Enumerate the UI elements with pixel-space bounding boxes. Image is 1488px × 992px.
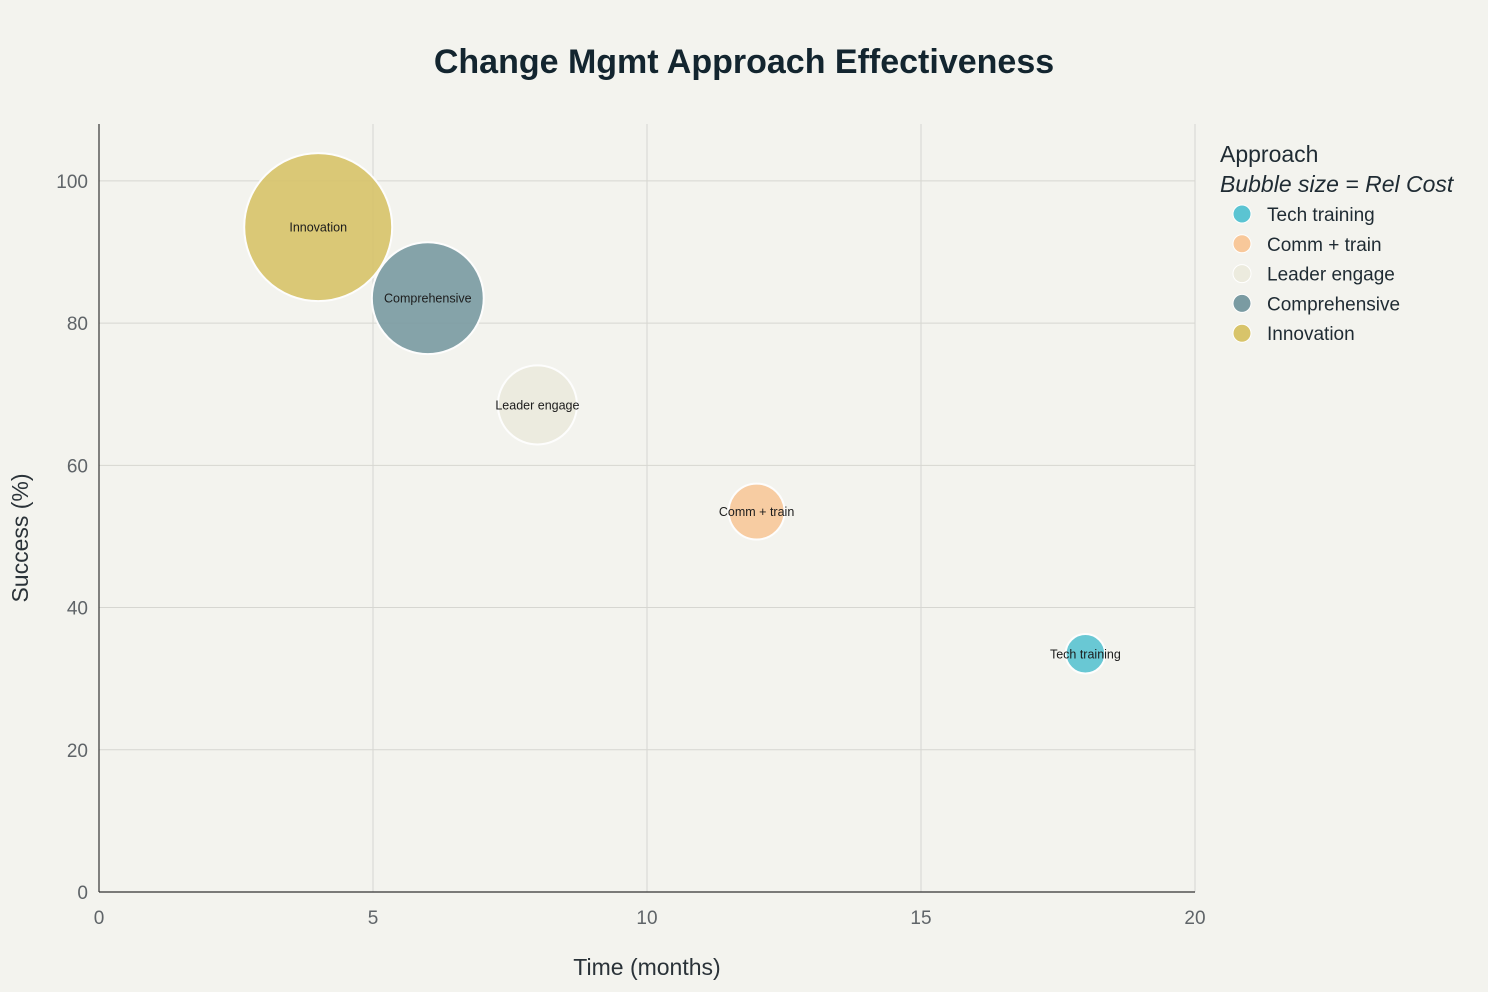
legend-swatch xyxy=(1232,293,1252,313)
x-tick-label: 0 xyxy=(94,908,105,929)
bubbles: Tech training Comm + train Leader engage Co… xyxy=(243,152,1121,675)
x-tick-label: 5 xyxy=(368,908,379,929)
bubble-leader-engage[interactable] xyxy=(496,364,578,446)
legend-label: Leader engage xyxy=(1267,265,1395,286)
y-tick-label: 20 xyxy=(67,741,88,762)
legend: Approach Bubble size = Rel Cost Tech tra… xyxy=(1220,141,1455,345)
bubble-label-innovation: Innovation xyxy=(289,221,347,235)
bubble-comm-train[interactable] xyxy=(727,482,786,541)
bubble-label-comm-train: Comm + train xyxy=(719,505,794,519)
y-tick-label: 60 xyxy=(67,456,88,477)
bubble-label-leader-engage: Leader engage xyxy=(495,398,579,412)
bubble-tech-training[interactable] xyxy=(1064,633,1107,675)
legend-title: Approach xyxy=(1220,141,1318,167)
legend-swatch xyxy=(1232,264,1252,284)
bubble-label-tech-training: Tech training xyxy=(1050,647,1121,661)
legend-item-leader-engage[interactable]: Leader engage xyxy=(1232,264,1395,286)
legend-label: Comm + train xyxy=(1267,235,1382,256)
legend-label: Innovation xyxy=(1267,324,1355,345)
legend-swatch xyxy=(1232,204,1252,224)
x-tick-label: 15 xyxy=(910,908,931,929)
legend-label: Comprehensive xyxy=(1267,294,1400,315)
x-tick-label: 20 xyxy=(1184,908,1205,929)
legend-item-innovation[interactable]: Innovation xyxy=(1232,323,1355,345)
legend-subtitle: Bubble size = Rel Cost xyxy=(1220,171,1455,197)
x-tick-label: 10 xyxy=(636,908,657,929)
y-tick-label: 100 xyxy=(56,172,88,193)
legend-item-tech-training[interactable]: Tech training xyxy=(1232,204,1375,226)
legend-swatch xyxy=(1232,234,1252,254)
bubble-label-comprehensive: Comprehensive xyxy=(384,292,472,306)
legend-item-comprehensive[interactable]: Comprehensive xyxy=(1232,293,1400,315)
x-axis-title: Time (months) xyxy=(573,954,720,980)
y-tick-label: 80 xyxy=(67,314,88,335)
chart-title: Change Mgmt Approach Effectiveness xyxy=(434,43,1054,81)
legend-item-comm-train[interactable]: Comm + train xyxy=(1232,234,1382,256)
grid xyxy=(99,124,1196,892)
axes: 0 5 10 15 20 0 20 40 60 80 100 xyxy=(56,124,1206,929)
y-tick-label: 0 xyxy=(77,883,88,904)
bubble-innovation[interactable] xyxy=(243,152,394,303)
bubble-comprehensive[interactable] xyxy=(370,241,485,356)
y-tick-label: 40 xyxy=(67,599,88,620)
legend-label: Tech training xyxy=(1267,205,1375,226)
legend-swatch xyxy=(1232,323,1252,343)
y-axis-title: Success (%) xyxy=(7,473,33,602)
